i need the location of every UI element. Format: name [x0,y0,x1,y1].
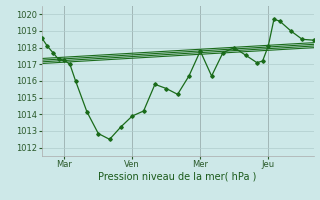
X-axis label: Pression niveau de la mer( hPa ): Pression niveau de la mer( hPa ) [99,172,257,182]
